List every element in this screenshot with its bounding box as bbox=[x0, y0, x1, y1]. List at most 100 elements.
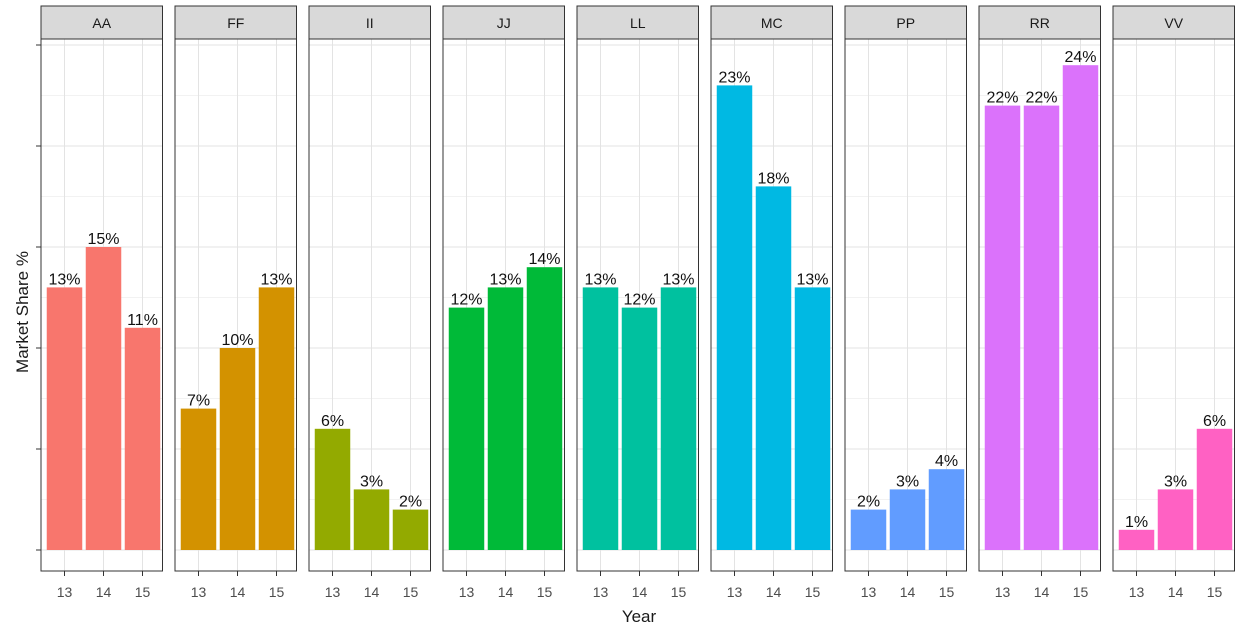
facet-panel-ll: LL 13% 12% 13% 13 14 15 bbox=[576, 5, 699, 600]
x-tick-label: 13 bbox=[593, 584, 609, 600]
bar-vv-14 bbox=[1157, 489, 1194, 550]
x-tick-label: 13 bbox=[1129, 584, 1145, 600]
facet-strip bbox=[576, 5, 699, 40]
x-axis-label: Year bbox=[622, 607, 657, 626]
bar-value-label: 13% bbox=[260, 271, 292, 288]
facet-strip-label: PP bbox=[896, 15, 915, 31]
bar-ii-13 bbox=[314, 428, 351, 550]
facet-panel-ii: II 6% 3% 2% 13 14 15 bbox=[308, 5, 431, 600]
panel-border bbox=[710, 38, 833, 572]
facet-strip-label: JJ bbox=[497, 15, 511, 31]
facet-strip-label: II bbox=[366, 15, 374, 31]
bar-aa-15 bbox=[124, 327, 161, 550]
facet-strip bbox=[174, 5, 297, 40]
bar-value-label: 6% bbox=[321, 413, 344, 430]
bar-value-label: 22% bbox=[986, 90, 1018, 107]
bar-value-label: 13% bbox=[796, 271, 828, 288]
bar-value-label: 13% bbox=[584, 271, 616, 288]
facet-strip bbox=[844, 5, 967, 40]
x-tick-label: 14 bbox=[96, 584, 112, 600]
bar-pp-15 bbox=[928, 469, 965, 550]
x-tick-label: 14 bbox=[364, 584, 380, 600]
panel-border bbox=[576, 38, 699, 572]
bar-rr-13 bbox=[984, 105, 1021, 550]
bar-value-label: 3% bbox=[360, 473, 383, 490]
bar-value-label: 2% bbox=[857, 494, 880, 511]
facet-strip-label: LL bbox=[630, 15, 646, 31]
bar-vv-13 bbox=[1118, 529, 1155, 550]
facet-panel-jj: JJ 12% 13% 14% 13 14 15 bbox=[442, 5, 565, 600]
bar-mc-14 bbox=[755, 186, 792, 550]
bar-value-label: 7% bbox=[187, 393, 210, 410]
bar-value-label: 1% bbox=[1125, 514, 1148, 531]
facet-panel-aa: AA 13% 15% 11% 13 14 15 bbox=[40, 5, 163, 600]
panel-border bbox=[40, 38, 163, 572]
panel-border bbox=[978, 38, 1101, 572]
facet-strip bbox=[442, 5, 565, 40]
panel-border bbox=[844, 38, 967, 572]
bar-jj-13 bbox=[448, 307, 485, 550]
bar-jj-14 bbox=[487, 287, 524, 550]
bar-value-label: 2% bbox=[399, 494, 422, 511]
bar-rr-14 bbox=[1023, 105, 1060, 550]
bar-value-label: 22% bbox=[1025, 90, 1057, 107]
bar-value-label: 13% bbox=[48, 271, 80, 288]
bar-value-label: 10% bbox=[221, 332, 253, 349]
bar-value-label: 14% bbox=[528, 251, 560, 268]
facet-strip-label: MC bbox=[761, 15, 783, 31]
bar-value-label: 4% bbox=[935, 453, 958, 470]
bar-jj-15 bbox=[526, 267, 563, 550]
bar-ll-15 bbox=[660, 287, 697, 550]
x-tick-label: 15 bbox=[939, 584, 955, 600]
facet-strip-label: AA bbox=[92, 15, 111, 31]
bar-ff-14 bbox=[219, 348, 256, 550]
x-tick-label: 15 bbox=[671, 584, 687, 600]
y-axis-label: Market Share % bbox=[13, 251, 32, 373]
bar-value-label: 13% bbox=[662, 271, 694, 288]
bar-pp-14 bbox=[889, 489, 926, 550]
x-tick-label: 14 bbox=[900, 584, 916, 600]
x-tick-label: 13 bbox=[861, 584, 877, 600]
panel-border bbox=[1112, 38, 1235, 572]
bar-value-label: 12% bbox=[450, 292, 482, 309]
bar-value-label: 11% bbox=[127, 312, 158, 329]
panel-border bbox=[174, 38, 297, 572]
x-tick-label: 15 bbox=[269, 584, 285, 600]
x-tick-label: 14 bbox=[766, 584, 782, 600]
bar-mc-13 bbox=[716, 85, 753, 551]
bar-value-label: 18% bbox=[757, 170, 789, 187]
bar-pp-13 bbox=[850, 509, 887, 550]
bar-value-label: 12% bbox=[623, 292, 655, 309]
panel-border bbox=[308, 38, 431, 572]
x-tick-label: 14 bbox=[230, 584, 246, 600]
facet-panel-ff: FF 7% 10% 13% 13 14 15 bbox=[174, 5, 297, 600]
x-tick-label: 15 bbox=[805, 584, 821, 600]
panel-border bbox=[442, 38, 565, 572]
bar-aa-14 bbox=[85, 247, 122, 550]
x-tick-label: 15 bbox=[403, 584, 419, 600]
facet-strip-label: RR bbox=[1030, 15, 1050, 31]
x-tick-label: 13 bbox=[995, 584, 1011, 600]
x-tick-label: 13 bbox=[727, 584, 743, 600]
x-tick-label: 15 bbox=[1207, 584, 1223, 600]
x-tick-label: 13 bbox=[191, 584, 207, 600]
bar-value-label: 6% bbox=[1203, 413, 1226, 430]
bar-ll-13 bbox=[582, 287, 619, 550]
x-tick-label: 14 bbox=[632, 584, 648, 600]
bar-vv-15 bbox=[1196, 428, 1233, 550]
bar-value-label: 23% bbox=[718, 69, 750, 86]
facet-strip-label: VV bbox=[1164, 15, 1183, 31]
x-tick-label: 14 bbox=[498, 584, 514, 600]
bar-ff-13 bbox=[180, 408, 217, 550]
facet-panel-vv: VV 1% 3% 6% 13 14 15 bbox=[1112, 5, 1235, 600]
bar-value-label: 15% bbox=[87, 231, 119, 248]
facet-panel-mc: MC 23% 18% 13% 13 14 15 bbox=[710, 5, 833, 600]
bar-rr-15 bbox=[1062, 65, 1099, 550]
x-tick-label: 14 bbox=[1168, 584, 1184, 600]
bar-value-label: 13% bbox=[489, 271, 521, 288]
facet-strip bbox=[308, 5, 431, 40]
x-tick-label: 15 bbox=[1073, 584, 1089, 600]
bar-mc-15 bbox=[794, 287, 831, 550]
